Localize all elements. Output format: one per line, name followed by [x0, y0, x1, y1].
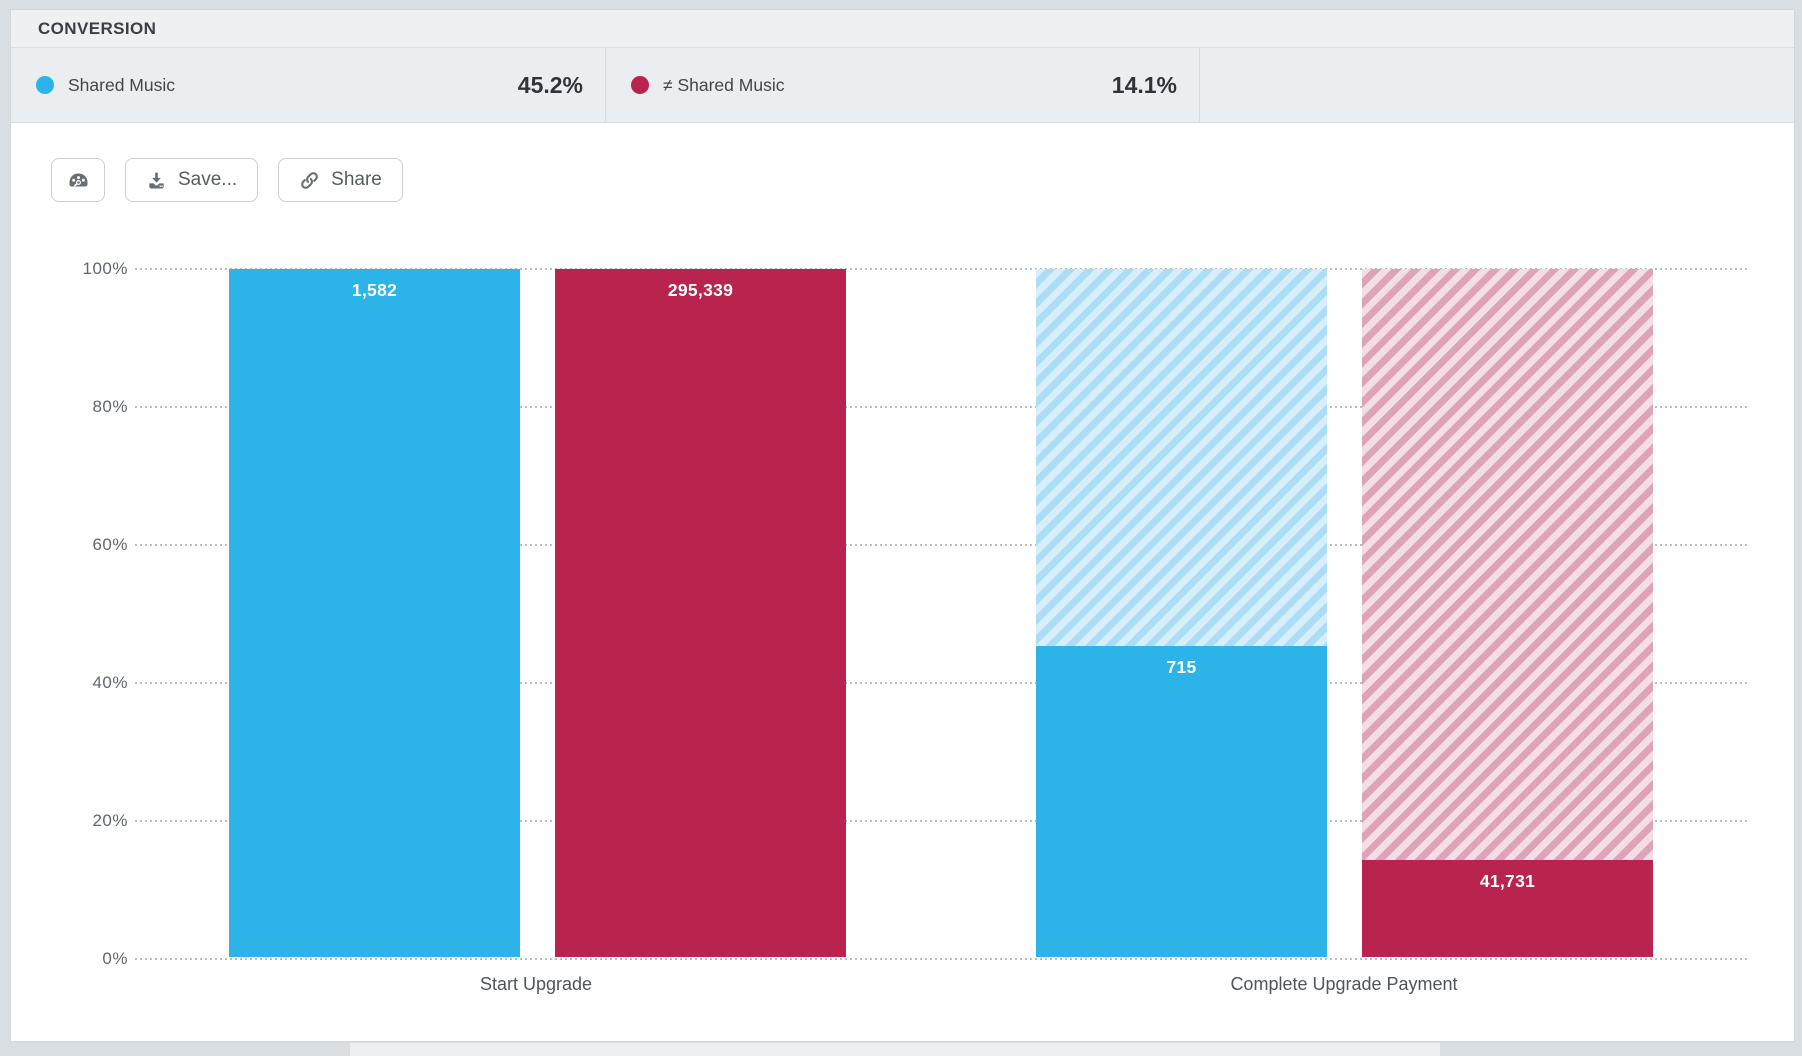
legend-item-not-shared-music[interactable]: ≠ Shared Music 14.1% [606, 48, 1200, 122]
bar-value-label: 715 [1166, 657, 1197, 678]
dropoff-stripes [1362, 269, 1653, 860]
gauge-icon [66, 168, 91, 193]
legend-conversion-value: 45.2% [517, 71, 583, 98]
blue-dot-icon [36, 76, 54, 94]
download-icon [146, 170, 167, 191]
legend-item-shared-music[interactable]: Shared Music 45.2% [11, 48, 606, 122]
link-icon [299, 170, 320, 191]
funnel-bar-shared-music-start-upgrade[interactable]: 1,582 [229, 269, 520, 957]
chart-toolbar: Save... Share [51, 158, 403, 202]
funnel-bar-shared-music-complete-upgrade-payment[interactable]: 715 [1036, 269, 1327, 957]
bar-value-label: 1,582 [351, 280, 398, 300]
legend-label: Shared Music [68, 74, 175, 95]
red-dot-icon [631, 76, 649, 94]
legend: Shared Music 45.2% ≠ Shared Music 14.1% [11, 48, 1794, 123]
legend-label: ≠ Shared Music [663, 74, 785, 95]
funnel-bar-shared-music-start-upgrade[interactable]: 295,339 [555, 269, 846, 957]
panel-title: CONVERSION [38, 18, 157, 38]
converted-segment: 1,582 [229, 269, 520, 957]
chart-type-button[interactable] [51, 158, 105, 202]
panel-header: CONVERSION [11, 10, 1794, 48]
share-button-label: Share [331, 169, 382, 190]
converted-segment: 715 [1036, 646, 1327, 957]
dropoff-stripes [1036, 269, 1327, 647]
page-bottom-band [350, 1043, 1440, 1056]
converted-segment: 295,339 [555, 269, 846, 957]
bar-value-label: 295,339 [667, 280, 734, 300]
funnel-bar-shared-music-complete-upgrade-payment[interactable]: 41,731 [1362, 269, 1653, 957]
save-button[interactable]: Save... [125, 158, 259, 202]
share-button[interactable]: Share [278, 158, 403, 202]
save-button-label: Save... [178, 169, 238, 190]
bar-value-label: 41,731 [1479, 871, 1536, 891]
legend-empty-cell [1200, 48, 1794, 122]
converted-segment: 41,731 [1362, 860, 1653, 957]
legend-conversion-value: 14.1% [1111, 71, 1177, 98]
